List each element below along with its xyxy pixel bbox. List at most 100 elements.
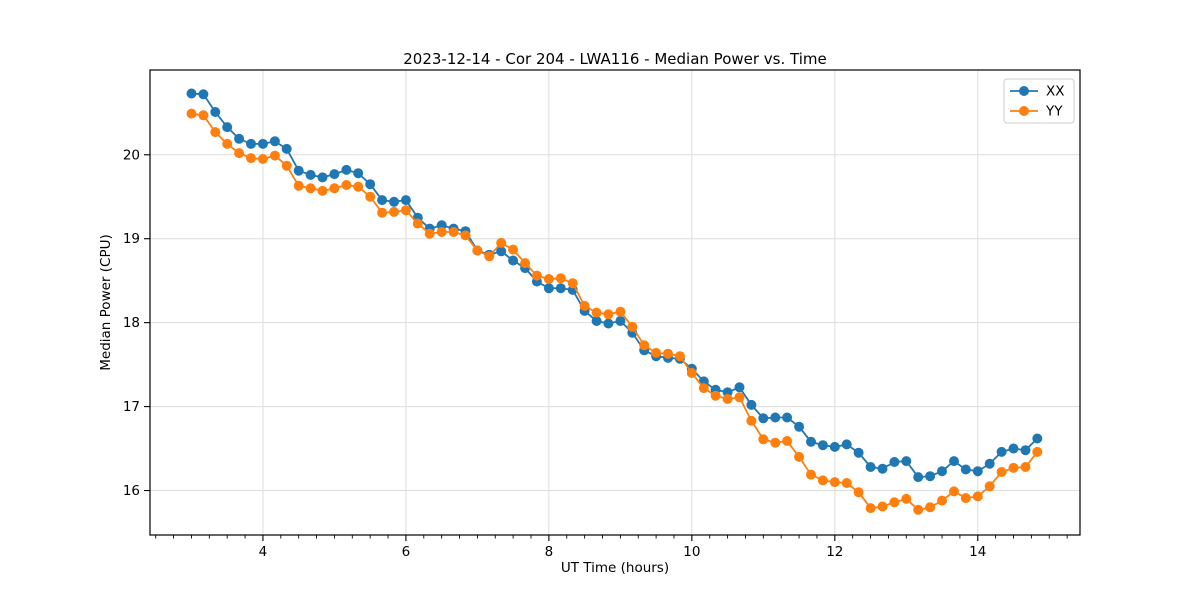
data-point	[758, 413, 769, 424]
legend-item-xx: XX	[1010, 84, 1065, 100]
data-point	[543, 283, 554, 294]
data-point	[210, 107, 221, 117]
data-point	[281, 143, 292, 154]
data-point	[520, 258, 531, 269]
data-point	[472, 245, 483, 256]
data-point	[889, 457, 900, 467]
legend-marker	[1019, 86, 1029, 96]
data-point	[329, 169, 340, 180]
data-point	[984, 481, 995, 492]
data-point	[341, 164, 352, 175]
y-tick-label: 18	[123, 315, 140, 331]
data-point	[448, 227, 459, 237]
data-point	[782, 412, 793, 423]
data-point	[806, 436, 816, 447]
data-point	[341, 180, 352, 190]
y-axis-label: Median Power (CPU)	[98, 234, 114, 370]
data-point	[615, 306, 626, 317]
data-point	[555, 283, 566, 294]
data-point	[913, 504, 924, 515]
y-tick-label: 19	[123, 231, 140, 247]
legend-label: YY	[1045, 104, 1063, 120]
data-point	[412, 218, 423, 229]
data-point	[770, 437, 781, 448]
data-point	[817, 440, 828, 451]
data-point	[603, 309, 614, 320]
data-point	[853, 447, 864, 458]
data-point	[794, 421, 805, 432]
data-point	[1032, 446, 1043, 457]
data-point	[186, 108, 197, 119]
data-point	[794, 451, 805, 462]
data-point	[567, 278, 578, 289]
plot-area	[150, 70, 1080, 535]
data-point	[806, 469, 816, 480]
y-tick-label: 16	[123, 483, 140, 499]
data-point	[436, 227, 447, 237]
data-point	[496, 246, 507, 257]
data-point	[198, 110, 209, 121]
data-point	[198, 89, 209, 100]
data-point	[555, 273, 566, 284]
data-point	[841, 439, 852, 450]
data-point	[925, 471, 936, 482]
data-point	[686, 368, 697, 378]
axes-spines	[149, 69, 1081, 536]
data-point	[972, 466, 983, 477]
ticks: 4 6 8 10 12 14 16 17 18 19 20	[123, 147, 987, 560]
data-point	[222, 122, 233, 133]
data-point	[960, 493, 971, 504]
data-point	[234, 133, 245, 144]
data-point	[353, 168, 364, 179]
data-point	[841, 478, 852, 488]
data-point	[305, 183, 316, 194]
data-point	[770, 412, 781, 423]
data-point	[389, 196, 399, 207]
data-point	[329, 183, 340, 194]
data-point	[591, 307, 602, 318]
data-point	[353, 181, 364, 192]
data-point	[377, 195, 388, 206]
data-point	[246, 153, 256, 164]
chart-title: 2023-12-14 - Cor 204 - LWA116 - Median P…	[403, 50, 827, 68]
data-point	[829, 441, 840, 452]
data-point	[615, 316, 626, 326]
data-point	[972, 491, 983, 502]
data-point	[651, 347, 662, 358]
legend: XX YY	[1003, 78, 1075, 124]
data-point	[639, 340, 650, 351]
x-tick-label: 4	[259, 544, 268, 560]
legend-label: XX	[1046, 84, 1065, 100]
data-point	[817, 475, 828, 486]
data-point	[877, 501, 888, 512]
data-point	[508, 244, 519, 255]
y-tick-label: 20	[123, 147, 140, 163]
data-point	[698, 383, 709, 394]
data-point	[579, 300, 590, 311]
x-tick-label: 8	[545, 544, 554, 560]
data-point	[365, 191, 376, 202]
data-point	[996, 467, 1007, 477]
data-point	[913, 472, 924, 483]
data-point	[877, 463, 888, 474]
data-point	[234, 148, 245, 159]
data-point	[424, 228, 435, 239]
data-point	[865, 503, 876, 514]
data-point	[365, 179, 376, 190]
data-point	[734, 392, 745, 403]
data-point	[925, 502, 936, 513]
data-point	[257, 154, 268, 164]
data-point	[496, 237, 507, 248]
data-point	[710, 390, 721, 401]
data-point	[293, 165, 304, 176]
data-point	[996, 446, 1007, 457]
data-point	[269, 150, 280, 161]
data-point	[389, 206, 399, 217]
y-tick-label: 17	[123, 399, 140, 415]
data-point	[222, 138, 233, 149]
data-point	[758, 434, 769, 445]
data-point	[531, 270, 542, 281]
data-point	[603, 318, 614, 329]
